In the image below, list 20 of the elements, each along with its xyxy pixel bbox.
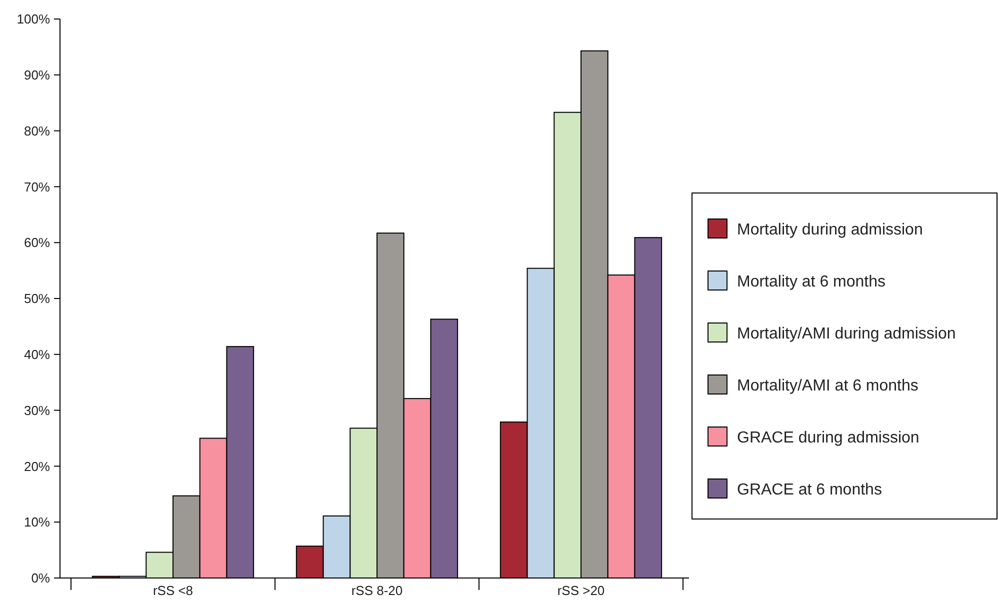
legend-label: GRACE at 6 months: [737, 482, 882, 499]
legend-label: Mortality during admission: [737, 222, 923, 239]
y-tick-label: 10%: [24, 514, 50, 530]
x-tick-label: rSS >20: [557, 583, 605, 598]
x-tick-label: rSS <8: [152, 583, 194, 598]
y-tick-label: 100%: [16, 12, 50, 27]
y-tick-label: 50%: [24, 291, 50, 306]
y-tick-label: 30%: [24, 402, 50, 418]
y-tick-label: 60%: [24, 235, 50, 250]
y-tick-label: 90%: [24, 67, 50, 82]
y-tick-label: 70%: [24, 179, 50, 194]
legend-label: Mortality at 6 months: [737, 274, 886, 291]
legend-label: GRACE during admission: [737, 430, 920, 447]
y-tick-label: 20%: [24, 458, 50, 474]
legend-label: Mortality/AMI during admission: [737, 326, 956, 343]
x-tick-label: rSS 8-20: [351, 583, 403, 598]
y-tick-label: 40%: [24, 346, 50, 362]
y-tick-label: 0%: [31, 570, 50, 586]
y-tick-label: 80%: [24, 123, 50, 138]
legend-label: Mortality/AMI at 6 months: [737, 378, 918, 395]
